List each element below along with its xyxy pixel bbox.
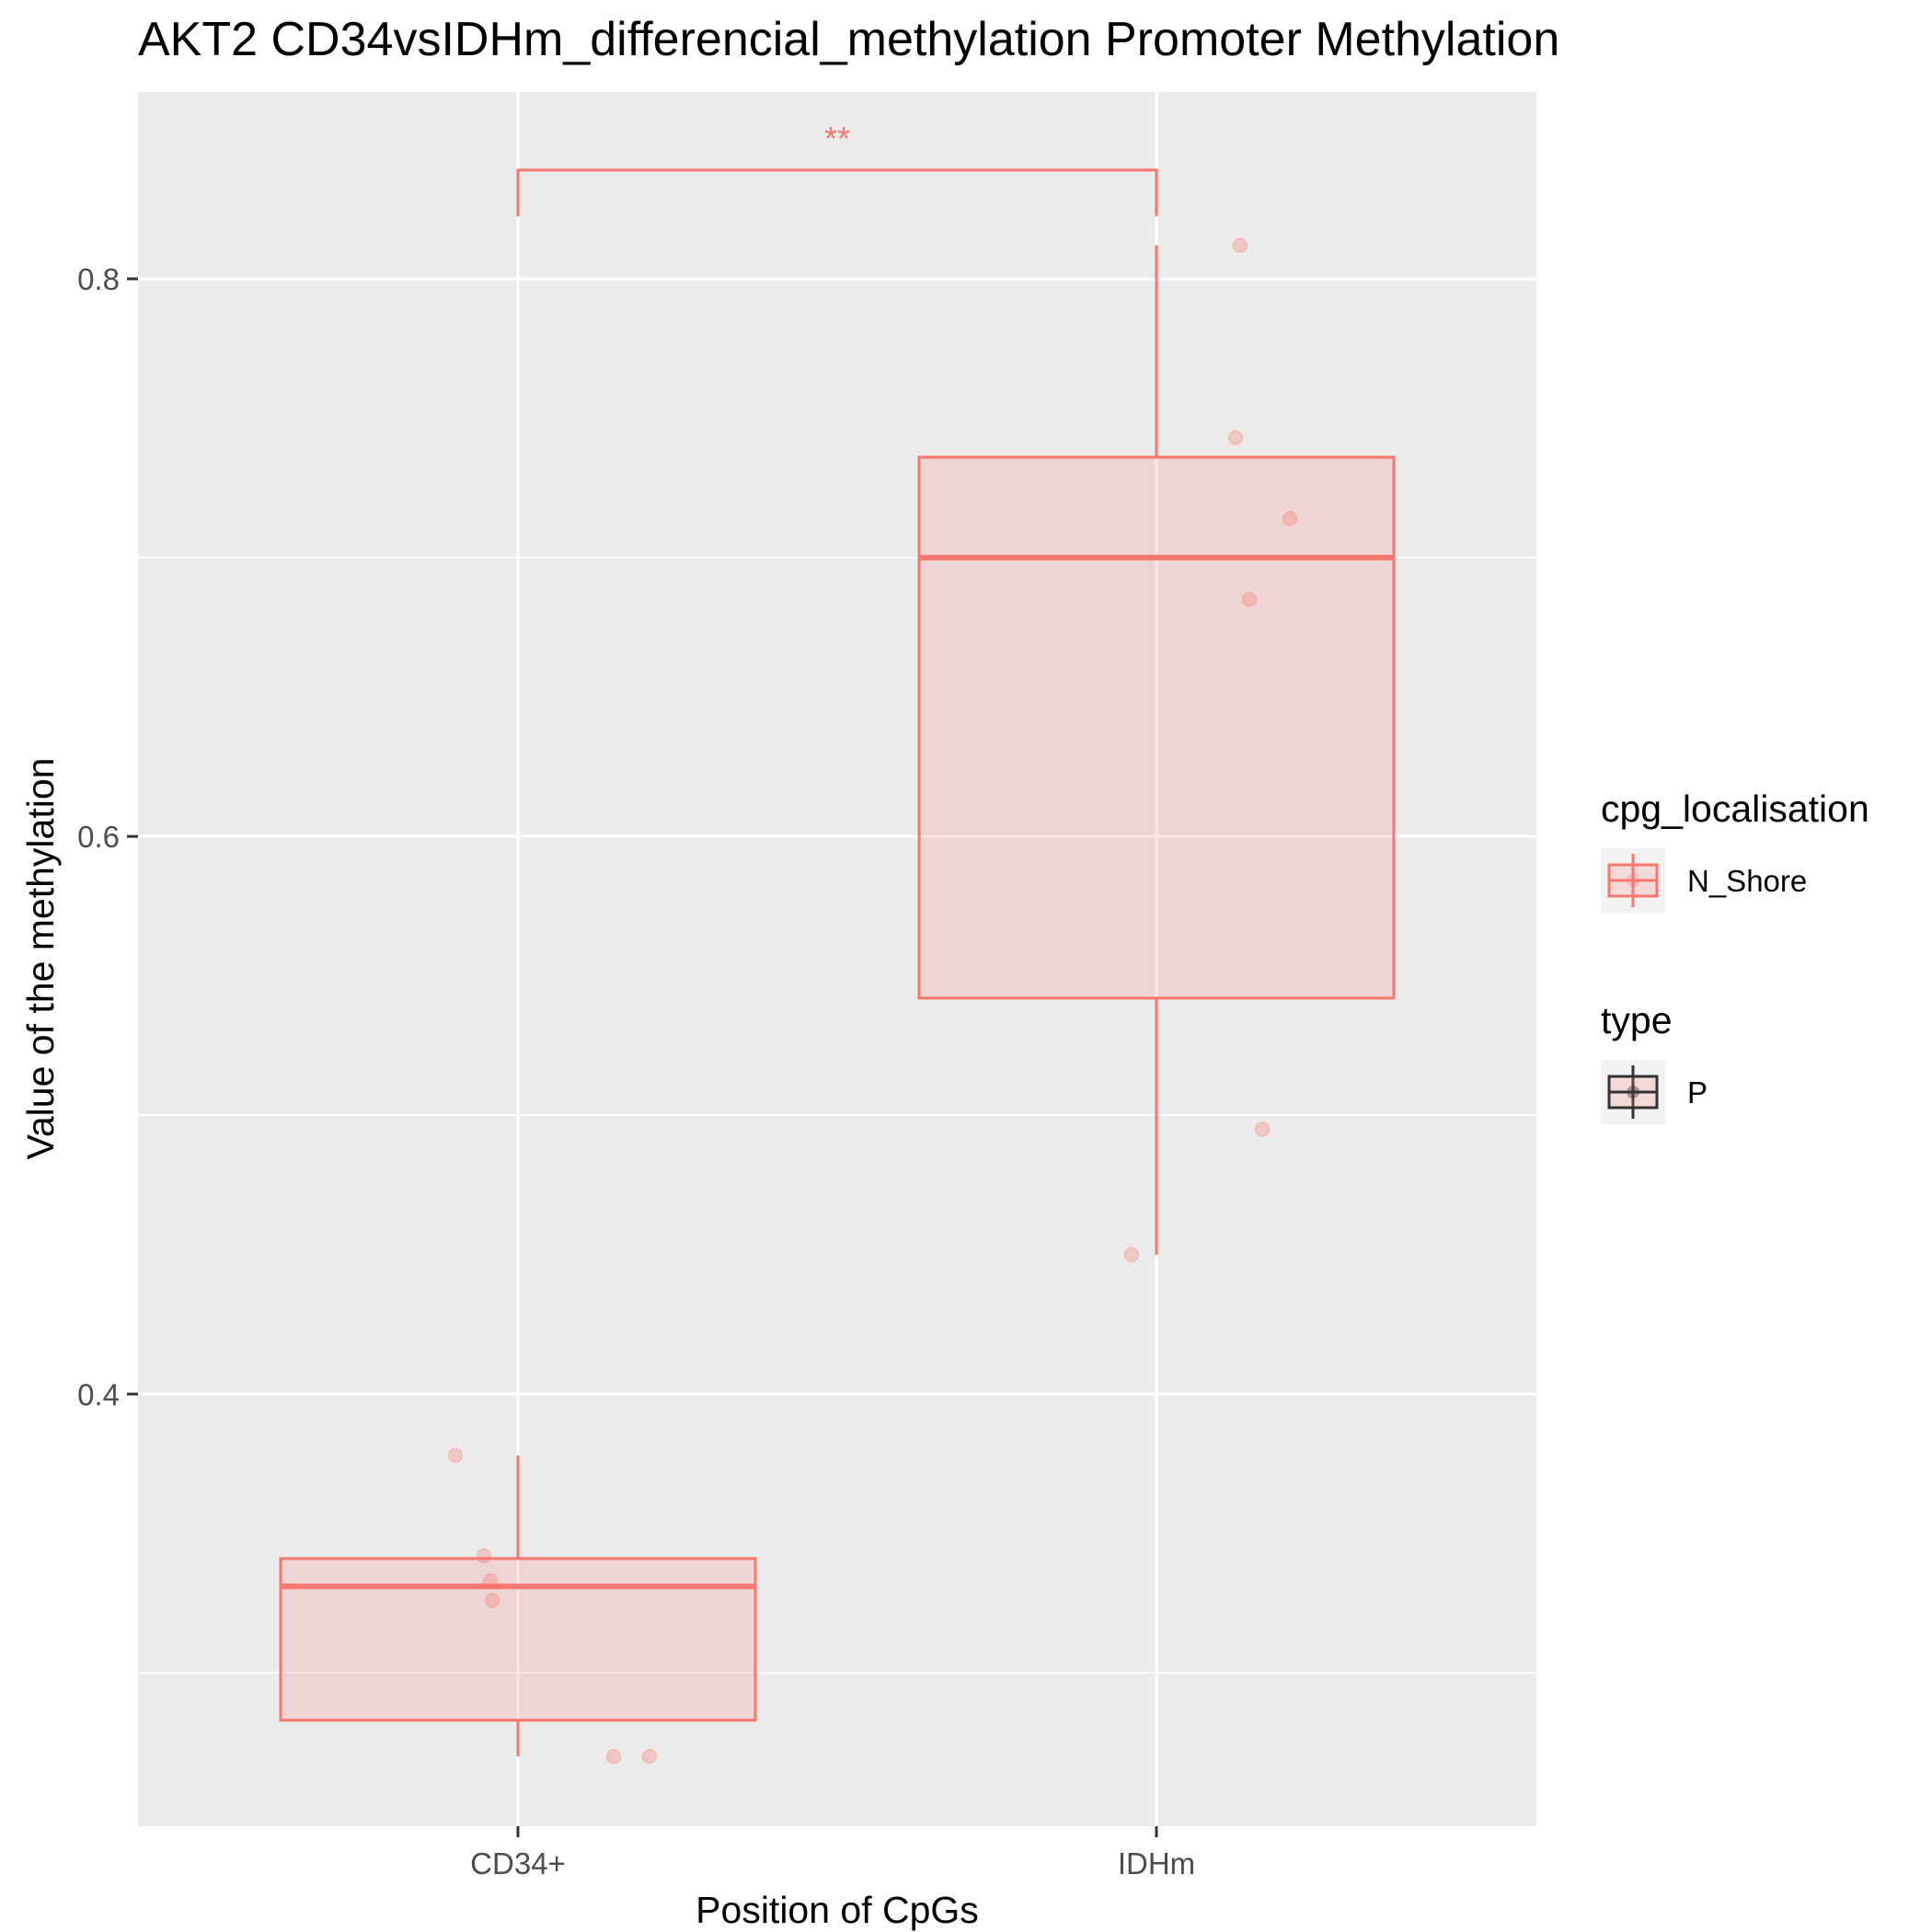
plot-panel	[138, 92, 1536, 1826]
significance-label: **	[824, 120, 850, 157]
y-tick-label: 0.4	[77, 1377, 120, 1411]
y-axis-title: Value of the methylation	[19, 758, 62, 1160]
data-point	[447, 1447, 464, 1464]
y-tick-label: 0.8	[77, 262, 120, 296]
jitter-points	[447, 237, 1298, 1765]
data-point	[1227, 430, 1244, 446]
legend-key-point	[1627, 1086, 1639, 1098]
x-tick-label: CD34+	[470, 1846, 566, 1880]
data-point	[1232, 237, 1248, 253]
data-point	[605, 1748, 622, 1765]
x-axis-title: Position of CpGs	[696, 1889, 979, 1931]
x-tick-label: IDHm	[1118, 1846, 1195, 1880]
legend-title-type: type	[1601, 999, 1673, 1041]
data-point	[1241, 592, 1258, 607]
significance-bracket: **	[516, 120, 1158, 216]
data-point	[482, 1573, 499, 1589]
data-point	[1254, 1121, 1271, 1137]
box-0	[279, 1557, 757, 1722]
legend-label-p: P	[1687, 1075, 1708, 1110]
data-point	[1123, 1247, 1140, 1262]
chart-title: AKT2 CD34vsIDHm_differencial_methylation…	[138, 13, 1559, 66]
data-point	[641, 1748, 658, 1765]
data-point	[476, 1547, 492, 1564]
significance-line	[516, 168, 1158, 216]
legend-title-cpg-localisation: cpg_localisation	[1601, 788, 1869, 830]
data-point	[484, 1593, 500, 1608]
axes: 0.4 0.6 0.8 CD34+ IDHm	[77, 262, 1195, 1880]
legend-key-point	[1627, 874, 1639, 887]
legend-label-n-shore: N_Shore	[1687, 864, 1807, 898]
data-point	[1282, 511, 1298, 526]
box-1	[917, 455, 1396, 1000]
boxes	[279, 245, 1396, 1757]
y-tick-label: 0.6	[77, 820, 120, 854]
